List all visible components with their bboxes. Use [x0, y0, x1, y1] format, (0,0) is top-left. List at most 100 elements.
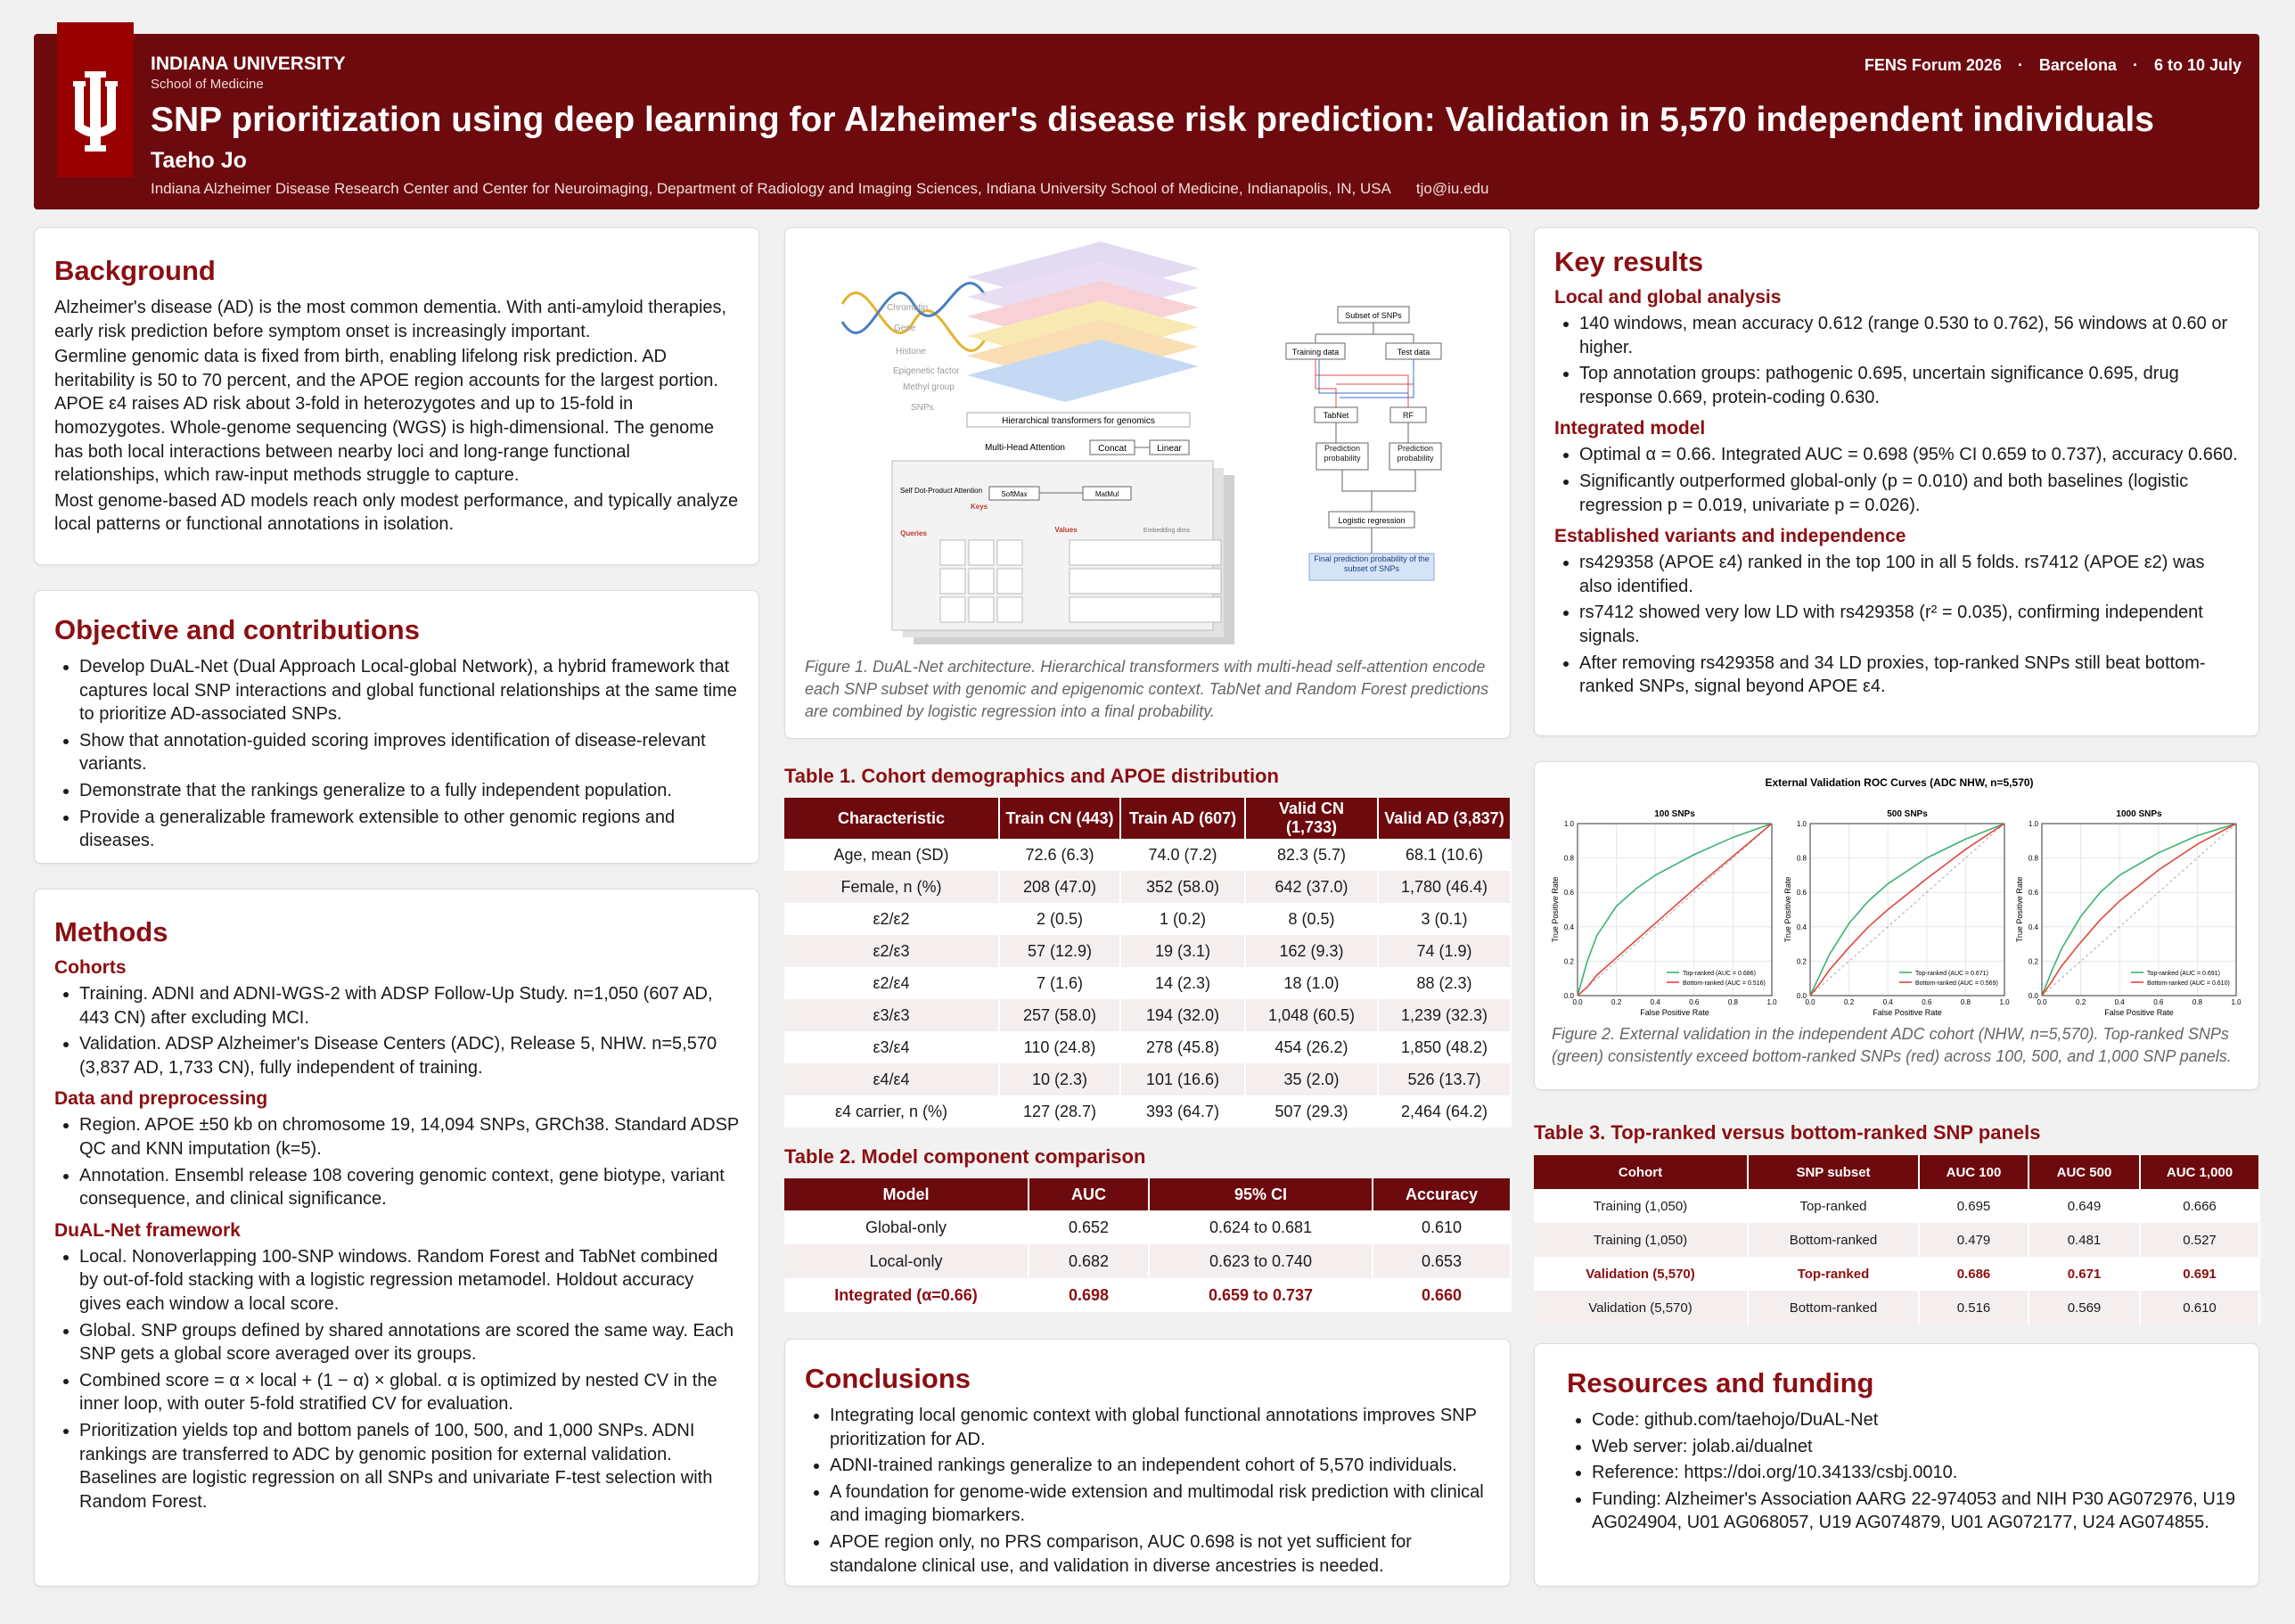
table-cell: 0.516	[1919, 1291, 2029, 1325]
resources-panel: Resources and funding Code: github.com/ta…	[1534, 1343, 2259, 1587]
table-cell: Validation (5,570)	[1534, 1291, 1749, 1325]
paragraph: Most genome-based AD models reach only m…	[54, 490, 739, 535]
x-tick-label: 0.6	[1922, 998, 1932, 1006]
table-row: Validation (5,570) Top-ranked 0.686 0.671 0.…	[1534, 1257, 2260, 1291]
bullet-item: rs7412 showed very low LD with rs429358 …	[1579, 601, 2239, 648]
bullet-item: Global. SNP groups defined by shared ann…	[79, 1319, 739, 1366]
table-cell: 1,780 (46.4)	[1378, 871, 1512, 903]
y-tick-label: 0.2	[1564, 957, 1575, 965]
table-cell: Female, n (%)	[784, 871, 1000, 903]
column-header: Model	[784, 1178, 1029, 1210]
table-row: Female, n (%) 208 (47.0) 352 (58.0) 642 (37…	[784, 871, 1512, 903]
paragraph: Alzheimer's disease (AD) is the most com…	[54, 298, 727, 341]
table-row: ε2/ε3 57 (12.9) 19 (3.1) 162 (9.3) 74 (1.9)	[784, 935, 1512, 967]
paragraph: Germline genomic data is fixed from birt…	[54, 347, 718, 486]
bullet-item: Reference: https://doi.org/10.34133/csbj…	[1592, 1461, 2239, 1485]
bullet-list: 140 windows, mean accuracy 0.612 (range …	[1554, 312, 2239, 409]
y-tick-label: 0.0	[1564, 992, 1575, 1000]
table-cell: 74.0 (7.2)	[1120, 839, 1246, 871]
label: Embedding dims	[1143, 528, 1191, 534]
table-cell: 35 (2.0)	[1245, 1063, 1379, 1095]
bullet-item: Code: github.com/taehojo/DuAL-Net	[1592, 1408, 2239, 1432]
table-cell: Top-ranked	[1748, 1257, 1920, 1291]
table-cell: ε2/ε4	[784, 967, 1000, 999]
table-cell: Bottom-ranked	[1748, 1291, 1920, 1325]
table-cell: Bottom-ranked	[1748, 1223, 1920, 1257]
figure2-panel	[1534, 761, 2259, 1090]
figure-caption: Figure 2. External validation in the ind…	[1552, 1025, 2232, 1066]
university: INDIANA UNIVERSITY	[151, 53, 346, 74]
label: TabNet	[1324, 411, 1349, 420]
heading: Resources and funding	[1567, 1367, 1874, 1398]
heading: Methods	[54, 916, 168, 947]
bullet-item: Validation. ADSP Alzheimer's Disease Cen…	[79, 1032, 739, 1079]
email: tjo@iu.edu	[1415, 180, 1489, 197]
roc-curve	[1577, 823, 1773, 997]
roc-curve	[2041, 823, 2237, 997]
chance-line	[1809, 823, 2005, 997]
table-cell: 454 (26.2)	[1245, 1031, 1379, 1063]
table-cell: 0.610	[1373, 1210, 1512, 1244]
table-cell: 257 (58.0)	[999, 999, 1121, 1031]
y-axis-label: True Positive Rate	[1551, 877, 1560, 943]
table-cell: 0.527	[2140, 1223, 2260, 1257]
table-cell: 18 (1.0)	[1245, 967, 1379, 999]
bullet-list: Develop DuAL-Net (Dual Approach Local-gl…	[54, 655, 739, 853]
label: Prediction probability	[1397, 444, 1434, 463]
x-tick-label: 0.4	[1883, 998, 1894, 1006]
table-cell: 0.653	[1373, 1244, 1512, 1278]
table-cell: 19 (3.1)	[1120, 935, 1246, 967]
table-head: Characteristic Train CN (443) Train AD (60…	[784, 798, 1512, 839]
table-cell: 352 (58.0)	[1120, 871, 1246, 903]
table-row: Local-only 0.682 0.623 to 0.740 0.653	[784, 1244, 1512, 1278]
subheading: Integrated model	[1554, 418, 1706, 439]
label: Keys	[971, 503, 988, 511]
bullet-item: Optimal α = 0.66. Integrated AUC = 0.698…	[1579, 443, 2239, 467]
bullet-item: APOE region only, no PRS comparison, AUC…	[830, 1530, 1490, 1578]
table-cell: 162 (9.3)	[1245, 935, 1379, 967]
table-cell: 0.479	[1919, 1223, 2029, 1257]
city: Barcelona	[2038, 56, 2117, 74]
table-cell: 0.610	[2140, 1291, 2260, 1325]
table-cell: 101 (16.6)	[1120, 1063, 1246, 1095]
y-axis-label: True Positive Rate	[2015, 877, 2024, 943]
y-tick-label: 0.2	[2029, 957, 2039, 965]
x-tick-label: 0.8	[1728, 998, 1739, 1006]
table-row: Global-only 0.652 0.624 to 0.681 0.610	[784, 1210, 1512, 1244]
label: Concat	[1098, 444, 1127, 454]
chance-line	[1577, 823, 1773, 997]
label: Queries	[900, 529, 927, 537]
roc-curve	[1809, 823, 2005, 997]
column-header: Train AD (607)	[1120, 798, 1246, 839]
table-body: Global-only 0.652 0.624 to 0.681 0.610 Local…	[784, 1210, 1512, 1312]
roc-curve	[1809, 823, 2005, 997]
table-cell: ε3/ε3	[784, 999, 1000, 1031]
table-cell: Training (1,050)	[1534, 1223, 1749, 1257]
table-cell: 2 (0.5)	[999, 903, 1121, 935]
table-cell: 393 (64.7)	[1120, 1095, 1246, 1128]
table-cell: 127 (28.7)	[999, 1095, 1121, 1128]
bullet-list: Training. ADNI and ADNI-WGS-2 with ADSP …	[54, 982, 739, 1079]
table-row: ε4 carrier, n (%) 127 (28.7) 393 (64.7) 507…	[784, 1095, 1512, 1128]
table-cell: 0.671	[2029, 1257, 2141, 1291]
roc-figure: External Validation ROC Curves (ADC NHW,…	[1551, 776, 2242, 1017]
table-row: ε2/ε2 2 (0.5) 1 (0.2) 8 (0.5) 3 (0.1)	[784, 903, 1512, 935]
column-header: AUC 100	[1919, 1155, 2029, 1189]
bullet-item: A foundation for genome-wide extension a…	[830, 1480, 1490, 1528]
y-axis-label: True Positive Rate	[1783, 877, 1792, 943]
y-tick-label: 0.2	[1797, 957, 1807, 965]
bullet-item: Training. ADNI and ADNI-WGS-2 with ADSP …	[79, 982, 739, 1029]
bullet-list: Region. APOE ±50 kb on chromosome 19, 14…	[54, 1113, 739, 1210]
table-cell: 0.698	[1029, 1278, 1150, 1312]
table-cell: 0.666	[2140, 1189, 2260, 1223]
table-cell: 0.660	[1373, 1278, 1512, 1312]
y-tick-label: 0.0	[2029, 992, 2039, 1000]
plot-frame	[2041, 823, 2237, 997]
figure-title: External Validation ROC Curves (ADC NHW,…	[1765, 776, 2033, 789]
x-tick-label: 0.2	[1844, 998, 1855, 1006]
column-header: Valid CN (1,733)	[1245, 798, 1379, 839]
y-tick-label: 0.4	[1564, 923, 1575, 931]
affiliation-line: Indiana Alzheimer Disease Research Cente…	[151, 180, 1488, 198]
table-cell: 7 (1.6)	[999, 967, 1121, 999]
